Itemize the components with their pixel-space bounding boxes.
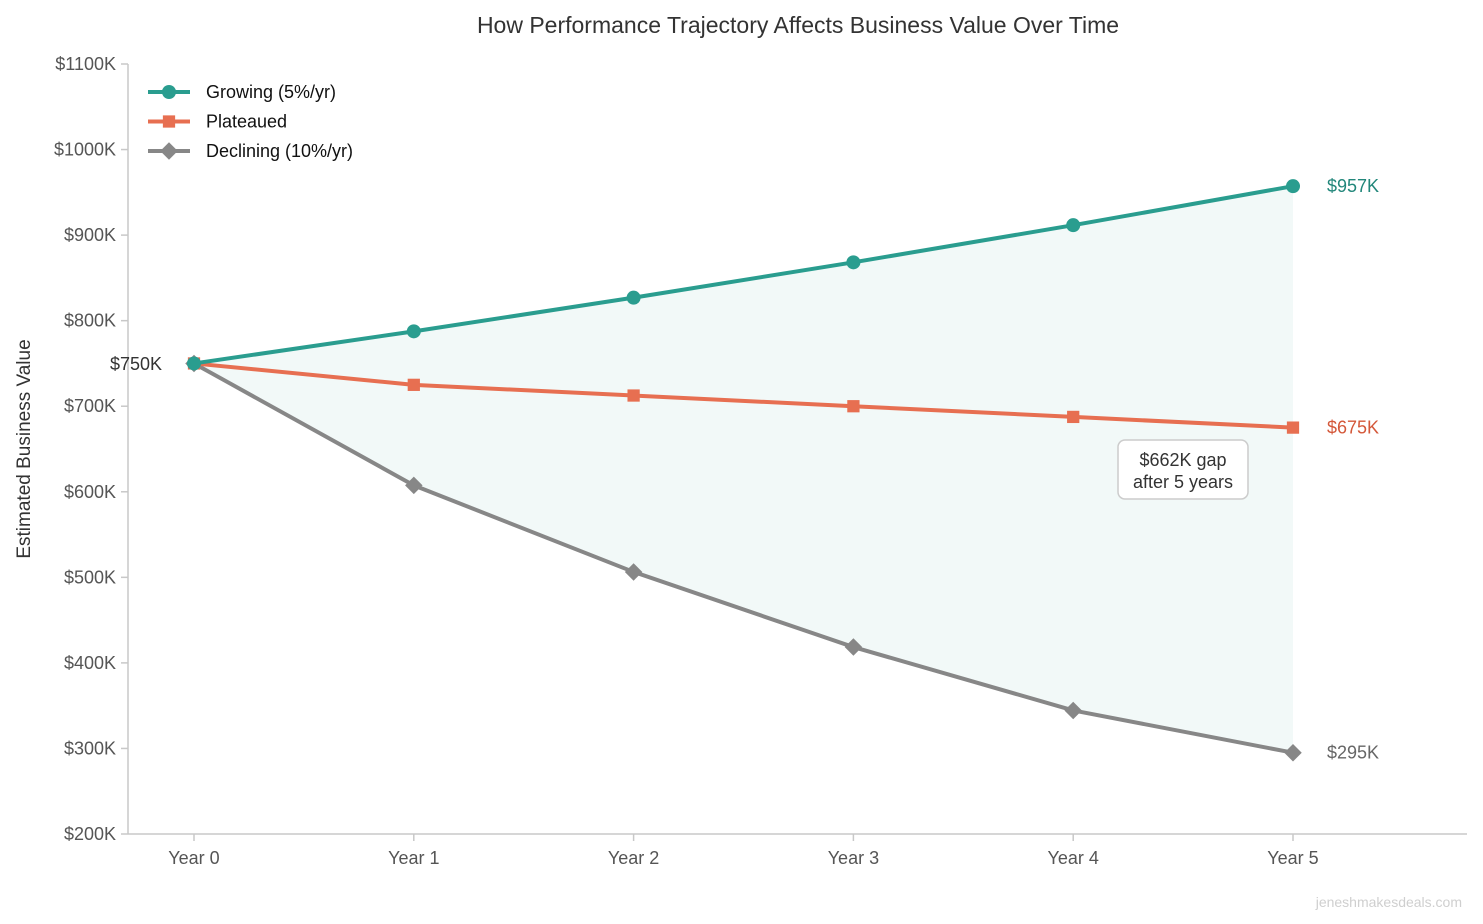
x-axis-ticks: Year 0 Year 1 Year 2 Year 3 Year 4 Year 5 [168,834,1319,868]
x-tick-label: Year 5 [1267,848,1318,868]
series-line-declining-10-yr [192,361,1295,755]
gap-annotation-line2: after 5 years [1133,472,1233,492]
series-plateaued [187,357,1300,434]
gap-annotation: $662K gap after 5 years [1117,439,1249,500]
y-axis-label: Estimated Business Value [14,339,35,558]
data-point-growing-5-yr [626,290,641,305]
y-tick-label: $300K [64,738,116,758]
series-line-growing-5-yr [192,184,1295,366]
data-point-declining-10-yr [1064,701,1082,720]
x-tick-label: Year 4 [1048,848,1099,868]
end-label-declining-10-yr: $295K [1327,743,1379,763]
y-tick-label: $1100K [55,54,116,74]
x-tick-label: Year 1 [388,848,439,868]
y-axis-ticks: $200K $300K $400K $500K $600K $700K $800K $900K… [54,54,128,844]
x-tick-label: Year 0 [168,848,219,868]
legend-item-plateaued: Plateaued [148,112,287,132]
data-point-plateaued [847,400,860,413]
data-point-growing-5-yr [406,324,421,339]
data-point-declining-10-yr [405,476,423,495]
data-point-growing-5-yr [1286,179,1300,194]
y-tick-label: $900K [64,225,116,245]
series-growing-5-yr [187,179,1300,371]
legend: Growing (5%/yr) Plateaued Declining (10%/y… [148,82,353,161]
y-tick-label: $700K [64,396,116,416]
data-point-plateaued [407,378,420,391]
y-tick-label: $200K [64,824,116,844]
shaded-gap-area [194,186,1293,753]
end-labels: $957K $675K $295K [1327,176,1379,763]
legend-label: Plateaued [206,112,287,132]
legend-item-growing-5-yr: Growing (5%/yr) [148,82,336,102]
y-tick-label: $500K [64,567,116,587]
y-tick-label: $400K [64,653,116,673]
watermark: jeneshmakesdeals.com [1315,894,1462,910]
shaded-band [194,186,1293,753]
data-point-declining-10-yr [1284,743,1302,762]
data-point-plateaued [627,389,640,402]
data-point-plateaued [1067,410,1080,424]
data-point-declining-10-yr [624,563,643,581]
data-point-declining-10-yr [844,638,863,656]
x-tick-label: Year 3 [828,848,879,868]
legend-swatch-marker [160,142,178,160]
legend-label: Declining (10%/yr) [206,141,353,161]
start-value-label: $750K [110,354,162,374]
data-point-growing-5-yr [1066,218,1081,233]
x-tick-label: Year 2 [608,848,659,868]
legend-swatch-marker [162,115,176,128]
series-line-plateaued [192,361,1295,430]
legend-swatch-marker [162,85,176,99]
legend-item-declining-10-yr: Declining (10%/yr) [148,141,353,161]
data-point-plateaued [1286,421,1300,434]
y-tick-label: $600K [64,482,116,502]
gap-annotation-line1: $662K gap [1139,450,1226,470]
end-label-plateaued: $675K [1327,418,1379,438]
legend-label: Growing (5%/yr) [206,82,336,102]
chart-title: How Performance Trajectory Affects Busin… [477,12,1119,38]
end-label-growing-5-yr: $957K [1327,176,1379,196]
axes [127,64,1467,835]
data-point-growing-5-yr [846,255,861,270]
y-tick-label: $1000K [54,140,116,160]
series-layer [185,179,1302,762]
y-tick-label: $800K [64,311,116,331]
data-point-growing-5-yr [187,356,201,371]
gap-annotation-box [1117,439,1249,500]
